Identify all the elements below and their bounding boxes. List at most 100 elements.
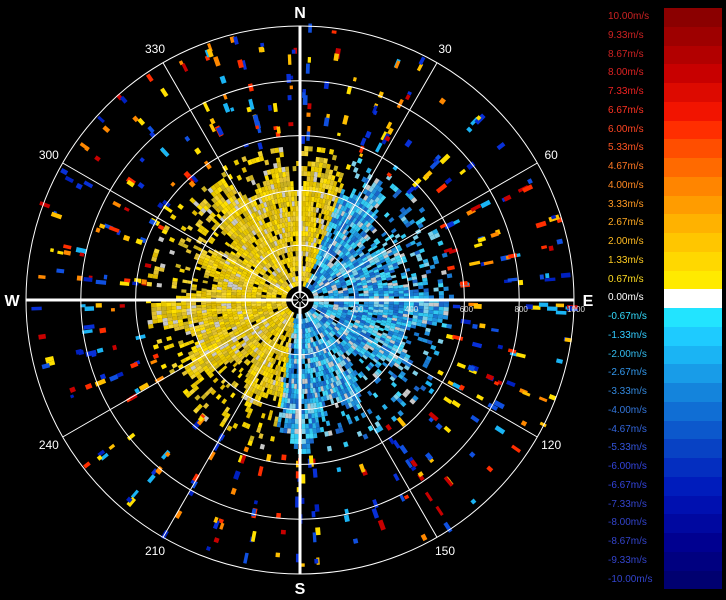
velocity-color-legend: 10.00m/s 9.33m/s 8.67m/s 8.00m/s 7.33m/s 6.67…	[606, 8, 722, 590]
radar-cell	[364, 261, 371, 267]
radar-cell	[254, 252, 261, 259]
radar-cell	[273, 125, 279, 131]
radar-cell	[282, 392, 286, 398]
radar-cell	[539, 421, 547, 428]
legend-label: 8.00m/s	[608, 67, 644, 79]
radar-cell	[252, 370, 258, 377]
radar-cell	[336, 330, 343, 336]
radar-cell	[244, 406, 251, 413]
radar-cell	[385, 121, 393, 130]
radar-cell	[358, 324, 364, 329]
radar-cell	[325, 168, 330, 175]
radar-cell	[339, 239, 345, 245]
radar-cell	[343, 441, 349, 448]
radar-cell	[266, 169, 272, 176]
radar-cell	[324, 357, 330, 364]
radar-cell	[375, 319, 382, 324]
legend-entry: -2.67m/s	[606, 364, 722, 383]
radar-cell	[231, 367, 237, 374]
radar-cell	[373, 202, 380, 209]
radar-cell	[347, 287, 354, 292]
radar-cell	[348, 264, 355, 270]
radar-cell	[213, 182, 220, 189]
radar-cell	[302, 216, 306, 222]
radar-cell	[413, 292, 419, 297]
radar-cell	[307, 267, 313, 273]
radar-cell	[351, 223, 357, 229]
radar-cell	[443, 307, 449, 312]
radar-cell	[202, 317, 209, 322]
cardinal-label-e: E	[583, 293, 594, 310]
radar-cell	[266, 356, 272, 362]
radar-cell	[313, 171, 318, 178]
radar-cell	[276, 218, 281, 225]
radar-cell	[342, 206, 348, 212]
radar-cell	[166, 309, 172, 315]
radar-cell	[126, 179, 135, 188]
radar-cell	[268, 320, 275, 326]
radar-cell	[235, 342, 241, 348]
radar-cell	[325, 284, 332, 289]
radar-cell	[218, 250, 225, 256]
radar-cell	[277, 381, 282, 387]
radar-cell	[230, 260, 236, 266]
radar-cell	[205, 352, 212, 358]
radar-cell	[328, 295, 334, 299]
radar-cell	[315, 422, 320, 428]
radar-cell	[322, 316, 329, 322]
radar-cell	[527, 178, 533, 185]
radar-cell	[197, 236, 204, 242]
radar-cell	[227, 340, 234, 346]
radar-cell	[327, 232, 333, 239]
radar-cell	[276, 182, 281, 189]
radar-cell	[271, 271, 278, 277]
radar-cell	[197, 336, 204, 341]
radar-cell	[282, 356, 287, 363]
radar-cell	[217, 253, 223, 258]
radar-cell	[235, 357, 241, 363]
radar-cell	[250, 530, 257, 542]
radar-cell	[356, 282, 363, 286]
radar-cell	[403, 305, 409, 309]
radar-cell	[186, 305, 192, 309]
radar-cell	[264, 159, 270, 166]
radar-cell	[371, 105, 378, 114]
radar-cell	[378, 309, 384, 313]
radar-cell	[253, 313, 259, 318]
radar-cell	[330, 264, 337, 271]
radar-cell	[250, 179, 256, 186]
radar-cell	[204, 390, 211, 397]
radar-cell	[278, 146, 284, 153]
radar-cell	[202, 346, 209, 352]
radar-cell	[288, 277, 294, 284]
radar-cell	[225, 198, 232, 205]
radar-cell	[208, 372, 215, 379]
radar-cell	[279, 197, 284, 203]
radar-cell	[238, 367, 244, 373]
legend-label: -3.33m/s	[608, 386, 647, 397]
radar-cell	[329, 323, 336, 329]
radar-cell	[253, 500, 258, 505]
radar-cell	[366, 279, 372, 284]
radar-cell	[41, 362, 51, 370]
radar-cell	[273, 167, 279, 174]
radar-cell	[258, 322, 264, 328]
radar-cell	[376, 279, 383, 284]
radar-cell	[347, 309, 354, 314]
radar-cell	[368, 346, 375, 352]
radar-cell	[348, 331, 355, 337]
azimuth-label-330: 330	[145, 42, 165, 56]
radar-cell	[350, 241, 356, 248]
radar-cell	[290, 332, 295, 339]
radar-cell	[429, 159, 441, 170]
radar-cell	[282, 382, 287, 388]
radar-cell	[423, 302, 429, 307]
legend-swatch	[664, 514, 722, 533]
radar-cell	[209, 270, 216, 275]
radar-cell	[343, 358, 349, 364]
radar-cell	[330, 311, 337, 317]
radar-cell	[264, 360, 270, 367]
radar-cell	[238, 234, 244, 240]
radar-cells	[31, 23, 579, 567]
radar-cell	[328, 262, 335, 269]
